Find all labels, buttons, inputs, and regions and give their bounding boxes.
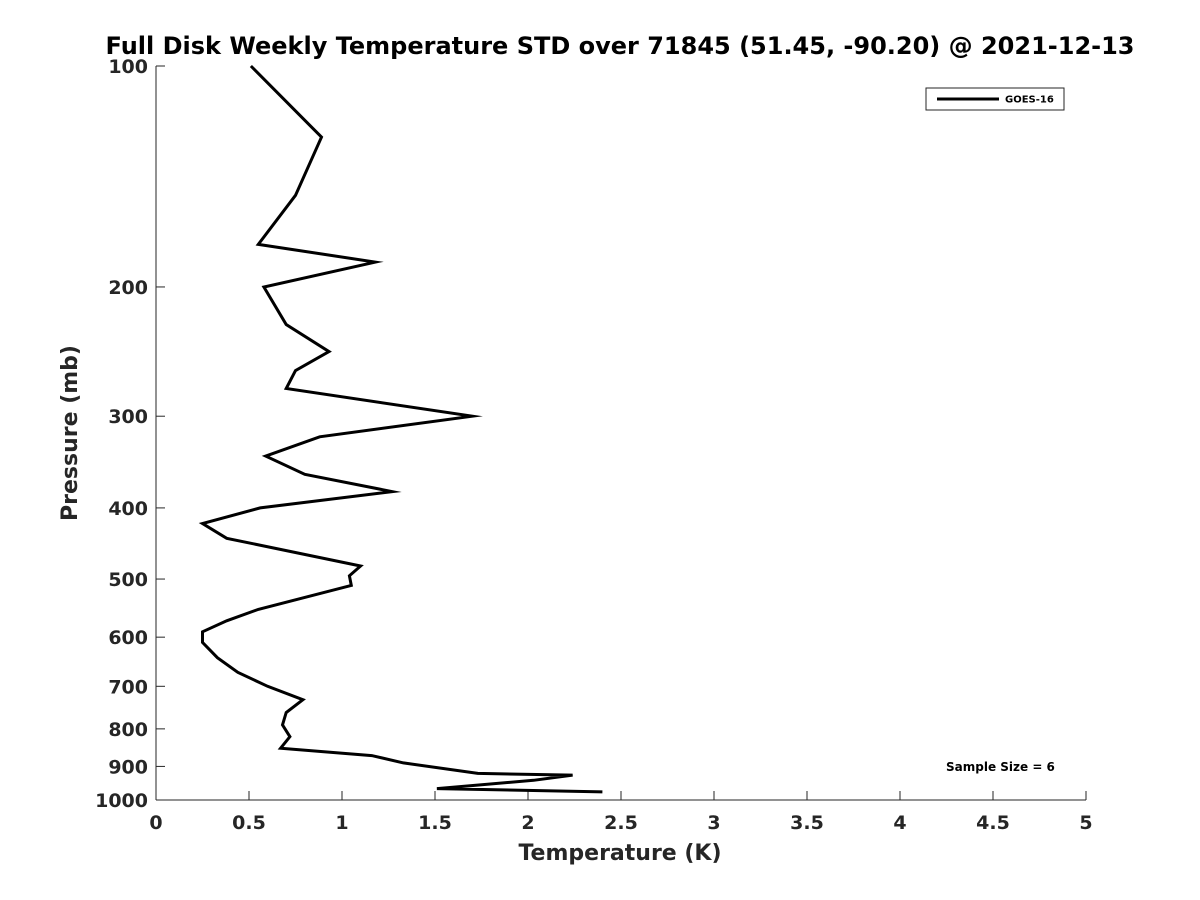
plot-frame	[156, 66, 1086, 800]
plot-area: 0 0.5 1 1.5 2 2.5 3 3.5 4 4.5 5 100 200 300 400 500 600…	[95, 56, 1093, 834]
legend: GOES-16	[925, 87, 1065, 111]
y-tick-label: 700	[108, 676, 148, 698]
x-tick-label: 2	[521, 812, 534, 834]
x-tick-label: 4.5	[976, 812, 1010, 834]
x-tick-label: 1.5	[418, 812, 452, 834]
y-tick-label: 600	[108, 627, 148, 649]
y-tick-label: 300	[108, 406, 148, 428]
x-tick-label: 1	[335, 812, 348, 834]
x-tick-label: 5	[1079, 812, 1092, 834]
x-tick-label: 3.5	[790, 812, 824, 834]
y-tick-label: 500	[108, 569, 148, 591]
y-tick-label: 900	[108, 756, 148, 778]
x-axis-label: Temperature (K)	[518, 841, 721, 866]
series-layer	[198, 64, 603, 794]
x-tick-label: 0.5	[232, 812, 266, 834]
sample-size-annotation: Sample Size = 6	[946, 760, 1055, 774]
legend-label-goes-16: GOES-16	[1005, 95, 1054, 106]
y-tick-label: 1000	[95, 790, 148, 812]
y-tick-label: 400	[108, 498, 148, 520]
y-axis-ticks: 100 200 300 400 500 600 700 800 900 1000	[95, 56, 165, 812]
y-axis-label: Pressure (mb)	[58, 345, 83, 521]
y-tick-label: 200	[108, 277, 148, 299]
series-line-goes-16	[198, 64, 603, 794]
x-tick-label: 2.5	[604, 812, 638, 834]
y-tick-label: 100	[108, 56, 148, 78]
chart-title: Full Disk Weekly Temperature STD over 71…	[106, 32, 1135, 60]
x-tick-label: 0	[149, 812, 162, 834]
x-tick-label: 4	[893, 812, 906, 834]
x-tick-label: 3	[707, 812, 720, 834]
y-tick-label: 800	[108, 719, 148, 741]
x-axis-ticks: 0 0.5 1 1.5 2 2.5 3 3.5 4 4.5 5	[149, 791, 1093, 834]
